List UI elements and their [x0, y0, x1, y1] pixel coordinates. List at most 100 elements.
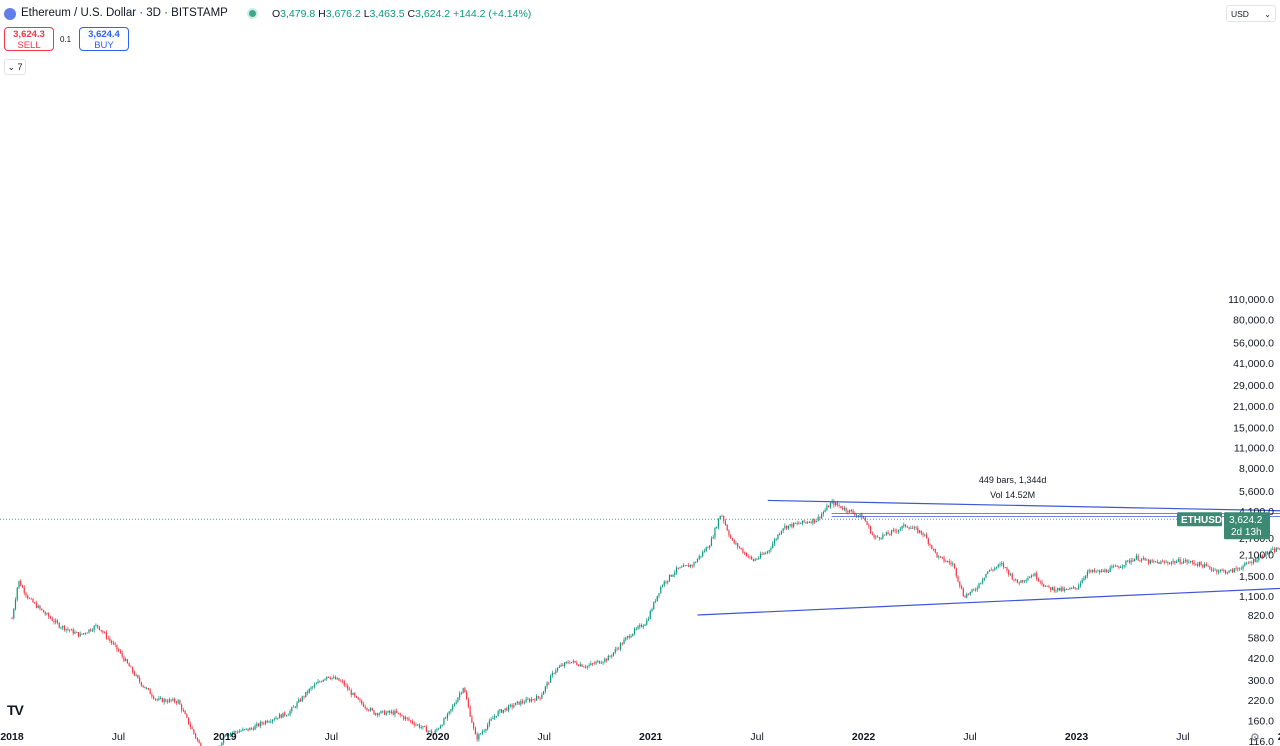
candle-body — [735, 543, 737, 545]
candle-body — [794, 522, 797, 524]
candle-body — [340, 680, 342, 682]
price-tick: 820.0 — [1248, 610, 1274, 622]
candle-body — [1093, 569, 1096, 572]
candle-body — [62, 625, 64, 628]
candle-body — [380, 711, 382, 714]
candle-body — [688, 565, 690, 568]
time-tick: Jul — [750, 731, 763, 743]
candle-body — [235, 731, 237, 733]
candle-body — [537, 696, 539, 698]
candle-body — [527, 698, 529, 700]
candle-body — [91, 630, 94, 632]
candle-body — [413, 723, 415, 726]
candle-body — [644, 624, 646, 626]
candle-body — [1172, 561, 1174, 563]
symbol-title[interactable]: Ethereum / U.S. Dollar · 3D · BITSTAMP — [21, 7, 228, 19]
candle-body — [13, 609, 15, 619]
candle-body — [686, 565, 688, 566]
time-tick: Jul — [963, 731, 976, 743]
candle-body — [787, 525, 790, 529]
candle-body — [135, 674, 137, 676]
candle-body — [464, 688, 466, 693]
tradingview-logo-icon[interactable]: TV — [7, 702, 24, 718]
candle-body — [1186, 560, 1188, 563]
candle-body — [1238, 568, 1241, 570]
candle-body — [394, 710, 396, 715]
candle-body — [231, 732, 233, 734]
candle-body — [850, 509, 852, 511]
candle-body — [1134, 558, 1136, 562]
candle-body — [632, 633, 634, 636]
candle-body — [1181, 562, 1183, 564]
indicators-toggle[interactable]: ⌄ 7 — [4, 59, 26, 75]
candle-body — [429, 730, 431, 732]
candle-body — [56, 620, 59, 623]
candle-body — [824, 509, 826, 513]
candle-body — [917, 527, 919, 533]
candle-body — [880, 538, 882, 540]
sell-button[interactable]: 3,624.3 SELL — [4, 27, 54, 51]
candle-body — [987, 571, 989, 574]
upper-trendline[interactable] — [767, 499, 1280, 518]
candle-body — [168, 699, 170, 703]
candle-body — [397, 712, 400, 714]
candle-body — [30, 598, 32, 600]
candle-body — [406, 717, 408, 719]
candle-body — [1261, 555, 1263, 558]
candle-body — [983, 577, 985, 581]
chevron-down-icon: ⌄ — [1264, 10, 1271, 19]
candle-body — [41, 608, 43, 610]
candle-body — [614, 649, 616, 653]
buy-button[interactable]: 3,624.4 BUY — [79, 27, 129, 51]
candle-body — [1104, 569, 1106, 572]
candle-body — [1216, 569, 1218, 573]
candle-body — [238, 731, 240, 733]
candle-body — [1148, 559, 1150, 564]
candle-body — [462, 688, 464, 693]
candle-body — [1036, 573, 1038, 580]
candle-body — [689, 564, 692, 568]
price-tick: 1,500.0 — [1239, 571, 1274, 583]
candle-body — [903, 524, 905, 526]
candle-body — [1120, 566, 1122, 568]
candle-body — [1034, 573, 1036, 576]
candle-body — [1233, 568, 1235, 573]
candle-body — [195, 733, 197, 738]
candle-body — [226, 734, 228, 736]
candle-body — [1160, 561, 1162, 565]
candle-body — [188, 717, 190, 724]
candle-body — [336, 678, 338, 680]
candle-body — [927, 538, 929, 545]
candle-body — [1030, 575, 1033, 578]
currency-selector[interactable]: USD ⌄ — [1226, 5, 1276, 22]
candle-body — [890, 530, 893, 535]
candle-body — [1060, 587, 1062, 591]
candle-body — [1258, 557, 1260, 561]
candle-body — [1113, 566, 1115, 568]
lower-trendline[interactable] — [697, 570, 1280, 616]
time-tick: Jul — [112, 731, 125, 743]
candle-body — [602, 661, 604, 663]
candle-body — [1141, 558, 1143, 561]
candle-body — [485, 729, 487, 731]
candle-body — [863, 517, 865, 519]
candle-body — [714, 527, 716, 538]
candle-body — [542, 691, 545, 695]
candle-body — [1165, 562, 1167, 563]
candle-body — [1188, 561, 1190, 563]
candle-body — [639, 625, 641, 627]
candle-body — [28, 598, 31, 600]
candle-body — [740, 547, 742, 550]
candle-body — [875, 536, 877, 538]
candle-body — [266, 720, 268, 723]
gear-icon[interactable]: ⚙ — [1250, 732, 1260, 744]
market-status-icon[interactable] — [249, 10, 256, 17]
candle-body — [1249, 562, 1251, 564]
candle-body — [684, 565, 686, 567]
candle-body — [144, 686, 146, 689]
candle-body — [1256, 560, 1258, 562]
candle-body — [803, 520, 805, 523]
candle-body — [605, 658, 608, 661]
last-price-symbol: ETHUSD — [1181, 515, 1222, 526]
